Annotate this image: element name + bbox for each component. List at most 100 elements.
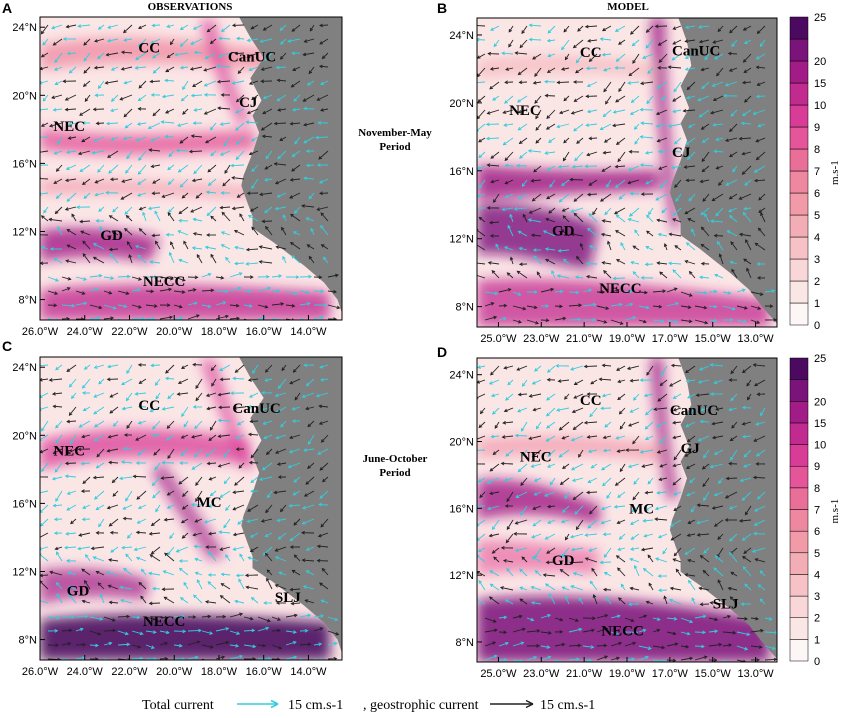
current-vector bbox=[155, 504, 161, 512]
current-vector-head bbox=[773, 318, 777, 322]
current-vector-head bbox=[305, 149, 310, 153]
current-vector bbox=[673, 109, 682, 113]
current-vector-head bbox=[629, 289, 634, 294]
current-vector bbox=[750, 319, 760, 324]
current-vector-head bbox=[696, 533, 701, 537]
colorbar-swatch bbox=[789, 60, 809, 84]
current-vector-head bbox=[586, 192, 591, 197]
current-vector-head bbox=[54, 210, 59, 215]
current-vector bbox=[714, 53, 724, 60]
current-vector bbox=[193, 594, 203, 604]
current-vector-head bbox=[277, 617, 281, 621]
current-vector-head bbox=[758, 209, 763, 213]
current-vector-head bbox=[673, 287, 678, 291]
current-vector bbox=[652, 659, 666, 662]
current-vector-head bbox=[68, 412, 73, 416]
current-vector-head bbox=[308, 70, 313, 75]
panel-a bbox=[39, 16, 343, 321]
current-vector-head bbox=[122, 516, 127, 521]
current-vector bbox=[645, 263, 654, 265]
current-vector bbox=[477, 67, 486, 77]
current-vector-head bbox=[514, 521, 519, 525]
current-vector-head bbox=[194, 519, 199, 523]
current-vector-head bbox=[687, 124, 692, 128]
current-vector bbox=[120, 94, 133, 101]
current-vector bbox=[310, 228, 315, 236]
current-vector-head bbox=[557, 165, 562, 169]
current-vector bbox=[229, 272, 242, 278]
current-vector-head bbox=[252, 644, 257, 649]
current-vector bbox=[479, 491, 486, 498]
current-vector bbox=[66, 24, 77, 28]
current-vector-head bbox=[741, 369, 746, 374]
current-vector-head bbox=[585, 274, 590, 279]
current-vector bbox=[111, 66, 119, 71]
current-vector-head bbox=[52, 42, 57, 46]
current-vector bbox=[742, 421, 752, 425]
current-vector bbox=[166, 24, 175, 28]
current-vector-head bbox=[248, 460, 253, 465]
current-vector-head bbox=[303, 493, 308, 497]
current-vector bbox=[234, 262, 245, 265]
current-vector-head bbox=[178, 304, 183, 309]
current-vector-head bbox=[82, 642, 87, 647]
current-vector-head bbox=[136, 122, 141, 126]
current-vector-head bbox=[181, 194, 186, 199]
current-vector bbox=[327, 304, 340, 309]
current-vector-head bbox=[589, 245, 594, 249]
current-vector-head bbox=[165, 369, 169, 374]
current-vector-head bbox=[545, 126, 550, 130]
current-vector bbox=[66, 150, 77, 153]
current-vector bbox=[634, 565, 640, 577]
current-vector bbox=[176, 546, 189, 553]
current-vector-head bbox=[316, 97, 321, 101]
current-vector-head bbox=[670, 165, 675, 170]
current-vector bbox=[519, 151, 528, 159]
current-vector bbox=[201, 615, 211, 618]
current-vector-head bbox=[164, 376, 169, 381]
current-vector bbox=[669, 379, 682, 387]
current-vector-head bbox=[107, 584, 112, 589]
current-vector bbox=[752, 547, 766, 553]
current-vector-head bbox=[205, 190, 210, 195]
current-vector-head bbox=[195, 482, 199, 486]
current-vector-head bbox=[225, 256, 229, 261]
current-vector bbox=[235, 122, 245, 131]
current-vector-head bbox=[236, 36, 240, 41]
current-vector bbox=[167, 52, 175, 58]
current-vector bbox=[315, 136, 329, 139]
current-vector-head bbox=[151, 191, 156, 196]
current-vector-head bbox=[277, 475, 282, 479]
current-vector-head bbox=[137, 171, 142, 175]
current-vector bbox=[647, 477, 654, 485]
current-vector-head bbox=[575, 290, 580, 295]
current-vector bbox=[521, 421, 528, 432]
current-vector-head bbox=[508, 43, 512, 48]
current-vector-head bbox=[585, 94, 590, 99]
current-vector bbox=[247, 518, 259, 523]
current-vector-head bbox=[112, 208, 116, 213]
current-vector bbox=[547, 463, 556, 468]
current-vector-head bbox=[509, 213, 513, 218]
current-vector-head bbox=[318, 180, 323, 184]
current-vector bbox=[236, 37, 245, 40]
current-vector bbox=[264, 178, 273, 181]
current-vector-head bbox=[217, 418, 222, 423]
current-vector-head bbox=[238, 272, 243, 276]
current-vector-head bbox=[305, 290, 310, 295]
current-vector-head bbox=[536, 271, 541, 276]
current-vector-head bbox=[586, 109, 591, 114]
current-vector bbox=[69, 378, 77, 388]
current-vector-head bbox=[178, 218, 182, 223]
current-vector bbox=[702, 570, 710, 577]
current-vector-head bbox=[295, 275, 300, 279]
current-vector-head bbox=[588, 658, 593, 662]
current-vector bbox=[66, 229, 77, 236]
current-vector bbox=[617, 393, 626, 400]
current-vector bbox=[196, 579, 203, 590]
current-vector-head bbox=[222, 614, 227, 619]
current-vector-head bbox=[531, 197, 536, 202]
current-vector bbox=[237, 66, 245, 74]
current-vector bbox=[263, 24, 273, 31]
panel-a-current-label: CanUC bbox=[228, 49, 276, 65]
